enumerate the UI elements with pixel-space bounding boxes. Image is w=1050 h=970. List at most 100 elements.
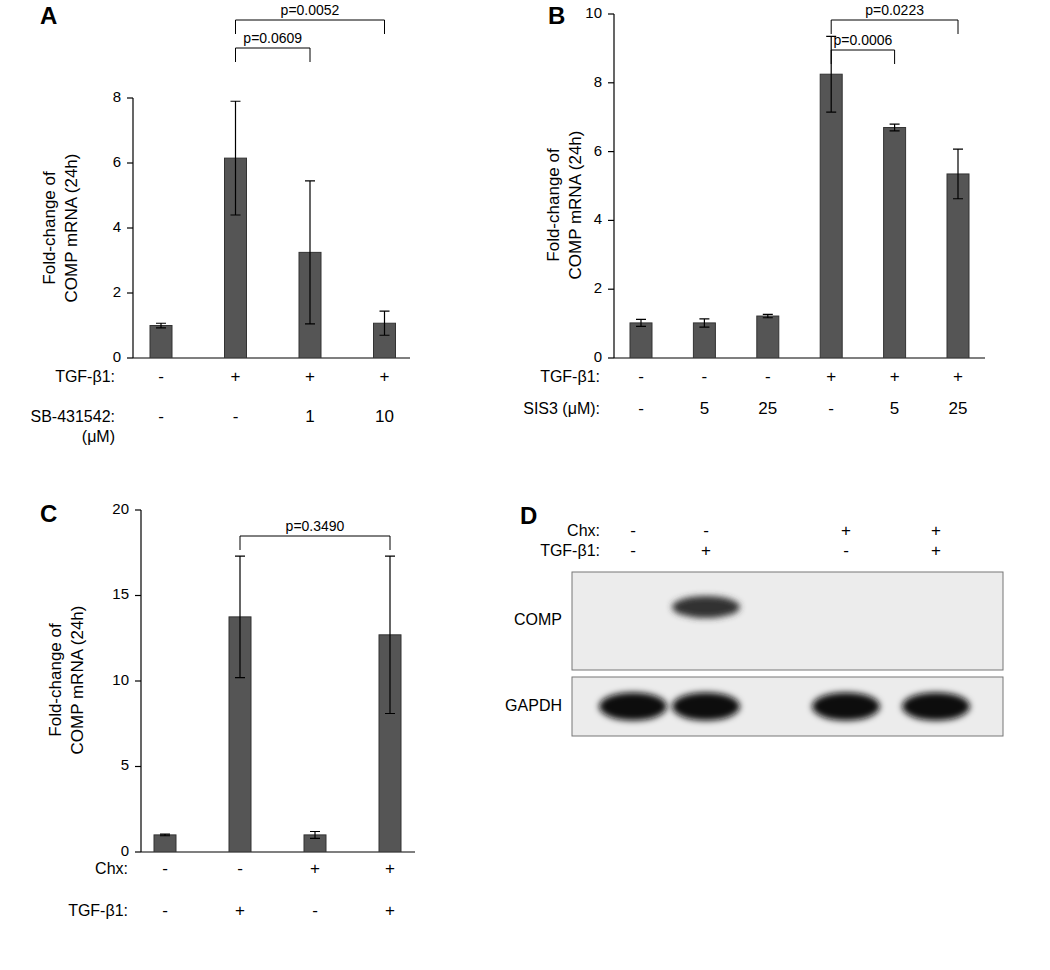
error-bar bbox=[380, 311, 390, 335]
text-line: COMP mRNA (24h) bbox=[566, 131, 585, 280]
p-value: p=0.3490 bbox=[286, 518, 345, 534]
band bbox=[902, 693, 970, 721]
condition-value: + bbox=[231, 367, 241, 386]
condition-value: - bbox=[638, 399, 644, 418]
band bbox=[599, 693, 667, 721]
condition-value: - bbox=[630, 541, 636, 560]
condition-value: + bbox=[385, 901, 395, 920]
condition-value: + bbox=[841, 521, 851, 540]
p-value: p=0.0006 bbox=[834, 32, 893, 48]
y-tick-label: 0 bbox=[594, 348, 602, 365]
condition-value: + bbox=[701, 541, 711, 560]
condition-value: - bbox=[312, 901, 318, 920]
text-line: Fold-change of bbox=[46, 623, 65, 737]
y-tick-label: 6 bbox=[594, 142, 602, 159]
p-value: p=0.0223 bbox=[865, 2, 924, 18]
error-bar bbox=[699, 319, 709, 327]
error-bar bbox=[156, 323, 166, 328]
bar bbox=[947, 174, 969, 358]
condition-value: + bbox=[890, 367, 900, 386]
y-tick bbox=[127, 227, 133, 228]
text-line: Chx: bbox=[95, 860, 128, 877]
significance-bracket bbox=[236, 20, 385, 34]
y-tick bbox=[135, 851, 141, 852]
blot-panel: DChx:--++TGF-β1:-+-+COMPGAPDH bbox=[505, 502, 1003, 736]
bar bbox=[150, 326, 172, 359]
y-tick-label: 6 bbox=[113, 153, 121, 170]
bar bbox=[757, 316, 779, 358]
y-tick bbox=[127, 357, 133, 358]
condition-value: - bbox=[828, 399, 834, 418]
y-tick-label: 5 bbox=[121, 756, 129, 773]
y-tick-label: 4 bbox=[594, 210, 602, 227]
condition-label: Chx: bbox=[95, 860, 128, 877]
error-bar bbox=[305, 181, 315, 324]
y-tick-label: 8 bbox=[594, 73, 602, 90]
condition-value: + bbox=[235, 901, 245, 920]
condition-value: - bbox=[237, 859, 243, 878]
text-line: (μM) bbox=[82, 428, 115, 445]
condition-value: + bbox=[826, 367, 836, 386]
condition-label: TGF-β1: bbox=[540, 542, 600, 559]
y-axis-label: Fold-change ofCOMP mRNA (24h) bbox=[40, 154, 81, 303]
plot-area bbox=[154, 556, 401, 852]
y-tick bbox=[127, 292, 133, 293]
condition-value: 25 bbox=[949, 399, 968, 418]
y-tick bbox=[608, 151, 614, 152]
y-tick bbox=[127, 97, 133, 98]
text-line: COMP mRNA (24h) bbox=[68, 606, 87, 755]
condition-label: TGF-β1: bbox=[540, 368, 600, 385]
error-bar bbox=[310, 831, 320, 838]
condition-value: + bbox=[931, 521, 941, 540]
text-line: TGF-β1: bbox=[68, 902, 128, 919]
y-tick-label: 15 bbox=[112, 585, 129, 602]
blot-strip bbox=[572, 677, 1003, 736]
y-tick-label: 0 bbox=[113, 348, 121, 365]
x-axis bbox=[614, 357, 985, 358]
condition-value: - bbox=[158, 367, 164, 386]
p-value: p=0.0609 bbox=[243, 30, 302, 46]
x-axis bbox=[133, 357, 410, 358]
text-line: Fold-change of bbox=[544, 148, 563, 262]
band-label: COMP bbox=[514, 611, 562, 628]
y-axis-label: Fold-change ofCOMP mRNA (24h) bbox=[46, 606, 87, 755]
y-tick bbox=[135, 766, 141, 767]
condition-value: + bbox=[931, 541, 941, 560]
condition-value: + bbox=[310, 859, 320, 878]
y-tick-label: 20 bbox=[112, 500, 129, 517]
blot-strip bbox=[572, 572, 1003, 670]
figure: AFold-change ofCOMP mRNA (24h)02468TGF-β… bbox=[0, 0, 1050, 970]
y-tick bbox=[135, 509, 141, 510]
error-bar bbox=[890, 124, 900, 131]
condition-value: - bbox=[162, 859, 168, 878]
condition-value: - bbox=[703, 521, 709, 540]
y-tick-label: 4 bbox=[113, 218, 121, 235]
error-bar bbox=[231, 101, 241, 215]
y-tick-label: 2 bbox=[594, 279, 602, 296]
condition-value: + bbox=[385, 859, 395, 878]
p-value: p=0.0052 bbox=[281, 2, 340, 18]
y-tick-label: 2 bbox=[113, 283, 121, 300]
bar bbox=[630, 323, 652, 358]
condition-value: - bbox=[233, 407, 239, 426]
panel-bar: AFold-change ofCOMP mRNA (24h)02468TGF-β… bbox=[30, 2, 410, 445]
significance-bracket bbox=[831, 50, 894, 64]
bar bbox=[884, 128, 906, 358]
plot-area bbox=[630, 36, 969, 358]
significance-bracket bbox=[236, 48, 311, 62]
text-line: TGF-β1: bbox=[540, 368, 600, 385]
error-bar bbox=[160, 834, 170, 836]
y-tick bbox=[135, 680, 141, 681]
y-tick bbox=[608, 357, 614, 358]
error-bar bbox=[953, 149, 963, 199]
condition-value: 10 bbox=[375, 407, 394, 426]
plot-area bbox=[150, 101, 396, 358]
text-line: SIS3 (μM): bbox=[523, 400, 600, 417]
error-bar bbox=[385, 556, 395, 713]
band bbox=[672, 596, 740, 618]
y-tick bbox=[608, 13, 614, 14]
condition-value: + bbox=[380, 367, 390, 386]
panel-label: D bbox=[520, 502, 537, 529]
condition-value: - bbox=[765, 367, 771, 386]
text-line: COMP mRNA (24h) bbox=[62, 154, 81, 303]
